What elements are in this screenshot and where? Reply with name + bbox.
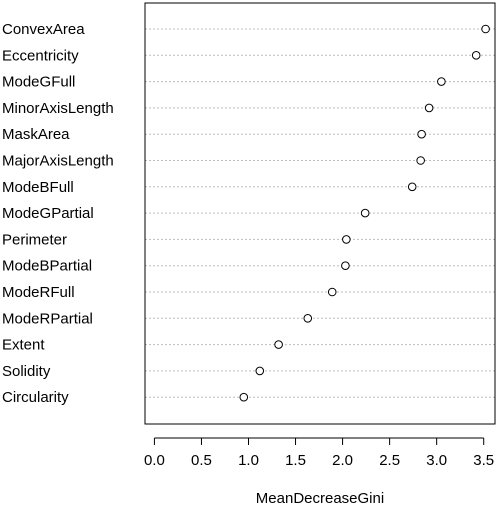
x-tick-label: 0.0 bbox=[144, 452, 165, 469]
x-tick-label: 1.5 bbox=[285, 452, 306, 469]
category-label: MinorAxisLength bbox=[2, 100, 114, 117]
plot-frame bbox=[144, 2, 496, 425]
category-label: Circularity bbox=[2, 389, 69, 406]
category-label: MajorAxisLength bbox=[2, 153, 114, 170]
data-point bbox=[416, 156, 425, 165]
category-label: ModeGPartial bbox=[2, 205, 94, 222]
category-label: ModeBPartial bbox=[2, 258, 92, 275]
category-label: Extent bbox=[2, 337, 45, 354]
data-point bbox=[341, 261, 350, 271]
category-label: ConvexArea bbox=[2, 21, 85, 38]
x-tick-label: 2.5 bbox=[379, 452, 400, 469]
x-tick-label: 0.5 bbox=[191, 452, 212, 469]
data-point bbox=[255, 366, 265, 376]
category-label: MaskArea bbox=[2, 126, 70, 143]
data-point bbox=[239, 392, 249, 402]
data-point bbox=[407, 182, 417, 192]
data-point bbox=[437, 77, 446, 86]
x-tick-label: 3.5 bbox=[473, 452, 494, 469]
category-label: ModeRFull bbox=[2, 284, 75, 301]
x-axis: 0.0 0.5 1.0 1.5 2.0 2.5 3.0 3.5 bbox=[144, 437, 494, 469]
category-label: Eccentricity bbox=[2, 47, 79, 64]
data-point bbox=[424, 103, 434, 113]
x-tick-label: 2.0 bbox=[332, 452, 353, 469]
data-point bbox=[274, 340, 283, 349]
data-point bbox=[481, 24, 490, 34]
data-point bbox=[471, 51, 481, 60]
category-labels: ConvexArea Eccentricity ModeGFull MinorAxis… bbox=[2, 21, 114, 406]
category-label: Solidity bbox=[2, 363, 51, 380]
data-point bbox=[417, 129, 426, 139]
category-label: ModeBFull bbox=[2, 179, 74, 196]
category-label: ModeGFull bbox=[2, 74, 75, 91]
category-label: Perimeter bbox=[2, 231, 67, 248]
data-points bbox=[239, 24, 490, 402]
x-tick-label: 1.0 bbox=[238, 452, 259, 469]
data-point bbox=[360, 208, 370, 218]
category-label: ModeRPartial bbox=[2, 310, 93, 327]
x-tick-label: 3.0 bbox=[426, 452, 447, 469]
x-axis-title: MeanDecreaseGini bbox=[256, 490, 384, 505]
data-point bbox=[327, 287, 337, 297]
data-point bbox=[303, 314, 313, 323]
data-point bbox=[342, 235, 351, 244]
